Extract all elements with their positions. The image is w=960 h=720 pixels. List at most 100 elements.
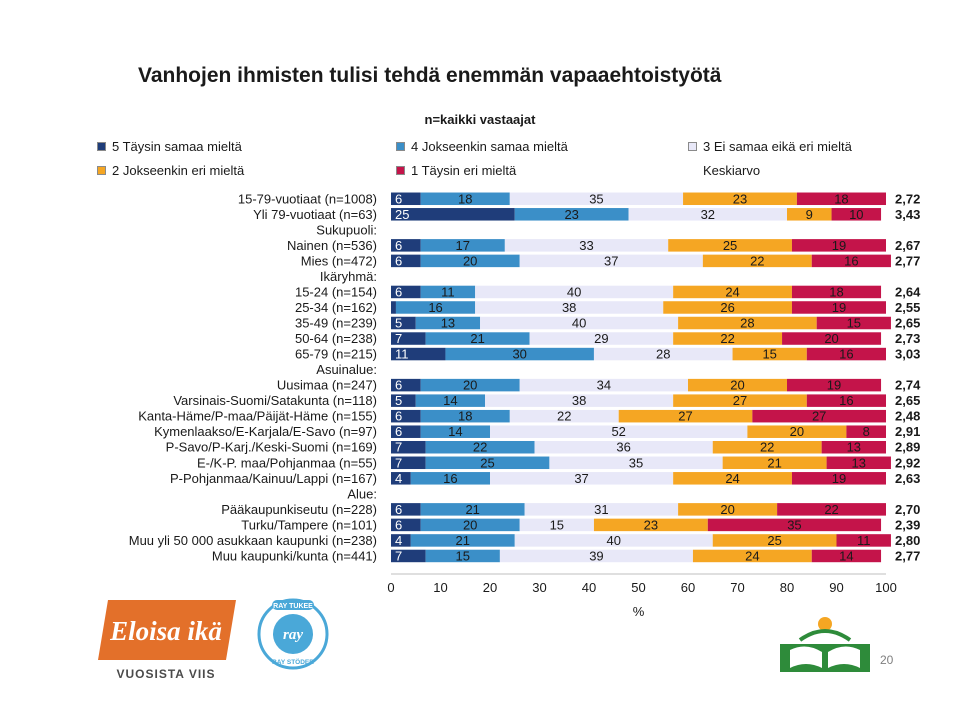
bar-segment-s1 <box>791 285 882 299</box>
bar-segment-s2 <box>787 208 832 221</box>
data-label: 22 <box>473 440 487 455</box>
bar-segment-s5 <box>391 534 411 547</box>
bar-segment-s1 <box>836 534 891 547</box>
bar-segment-s5 <box>391 208 515 221</box>
data-label: 16 <box>844 253 858 268</box>
bar-segment-s1 <box>811 549 882 563</box>
bar-segment-s4 <box>425 440 535 454</box>
bar-segment-s3 <box>519 378 688 392</box>
group-heading: Sukupuoli: <box>316 222 377 237</box>
bar-segment-s3 <box>480 316 679 330</box>
data-label: 21 <box>465 502 479 517</box>
ray-logo-bottom-text: RAY STÖDER <box>272 657 314 666</box>
ray-logo: RAY TUKEE ray RAY STÖDER <box>257 598 329 670</box>
mean-value: 2,65 <box>895 316 920 331</box>
row-label: P-Pohjanmaa/Kainuu/Lappi (n=167) <box>170 471 377 486</box>
bar-segment-s1 <box>777 503 886 516</box>
data-label: 5 <box>395 393 402 408</box>
data-label: 14 <box>448 424 462 439</box>
mean-value: 2,92 <box>895 455 920 470</box>
bar-segment-s2 <box>683 192 797 206</box>
data-label: 52 <box>611 424 625 439</box>
data-label: 37 <box>604 253 618 268</box>
logo-sun <box>818 617 832 631</box>
bar-segment-s4 <box>420 409 510 423</box>
row-label: Uusimaa (n=247) <box>277 378 377 393</box>
data-label: 18 <box>458 409 472 424</box>
data-label: 20 <box>790 424 804 439</box>
bar-segment-s3 <box>628 208 787 221</box>
bar-segment-s1 <box>782 332 882 345</box>
data-label: 24 <box>745 548 759 563</box>
bar-segment-s1 <box>791 472 886 485</box>
bar-segment-s2 <box>712 440 822 454</box>
data-label: 27 <box>678 409 692 424</box>
x-tick-label: 10 <box>433 580 447 595</box>
bar-segment-s3 <box>514 534 713 547</box>
mean-value: 3,43 <box>895 207 920 222</box>
bar-segment-s1 <box>811 254 891 268</box>
bar-segment-s2 <box>692 549 812 563</box>
mean-value: 2,55 <box>895 300 920 315</box>
mean-value: 2,70 <box>895 502 920 517</box>
green-house-logo <box>780 617 870 672</box>
data-label: 4 <box>395 471 402 486</box>
bar-segment-s5 <box>391 347 446 361</box>
data-label: 16 <box>839 347 853 362</box>
mean-value: 2,91 <box>895 424 920 439</box>
x-tick-label: 70 <box>730 580 744 595</box>
chart-subtitle: n=kaikki vastaajat <box>424 112 536 127</box>
slide-title: Vanhojen ihmisten tulisi tehdä enemmän v… <box>138 64 722 87</box>
bar-segment-s5 <box>391 518 421 532</box>
data-label: 40 <box>567 284 581 299</box>
bar-segment-s3 <box>593 347 733 361</box>
data-label: 26 <box>720 300 734 315</box>
data-label: 25 <box>767 533 781 548</box>
bar-segment-s5 <box>391 316 416 330</box>
data-label: 13 <box>847 440 861 455</box>
x-axis-label: % <box>633 604 645 619</box>
data-label: 35 <box>787 517 801 532</box>
logo-right-leaf <box>828 646 860 668</box>
bar-segment-s1 <box>806 394 886 407</box>
x-tick-label: 90 <box>829 580 843 595</box>
data-label: 16 <box>839 393 853 408</box>
row-label: Nainen (n=536) <box>287 238 377 253</box>
bar-segment-s2 <box>702 254 812 268</box>
bar-segment-s4 <box>420 239 505 252</box>
bar-segment-s1 <box>846 425 886 438</box>
bar-segment-s4 <box>420 425 490 438</box>
bar-segment-s4 <box>425 456 550 470</box>
row-label: 50-64 (n=238) <box>295 331 377 346</box>
data-label: 11 <box>857 533 871 548</box>
data-label: 22 <box>557 409 571 424</box>
data-label: 15 <box>456 548 470 563</box>
bar-segment-s5 <box>391 425 421 438</box>
bar-segment-s5 <box>391 285 421 299</box>
bar-segment-s5 <box>391 332 426 345</box>
data-label: 22 <box>750 253 764 268</box>
data-label: 19 <box>832 300 846 315</box>
bar-segment-s3 <box>499 549 693 563</box>
bar-segment-s2 <box>663 301 792 314</box>
data-label: 32 <box>701 207 715 222</box>
data-label: 9 <box>806 207 813 222</box>
bar-segment-s2 <box>673 394 807 407</box>
data-label: 11 <box>395 347 409 362</box>
data-label: 40 <box>572 316 586 331</box>
row-label: Kymenlaakso/E-Karjala/E-Savo (n=97) <box>154 424 377 439</box>
data-label: 6 <box>395 424 402 439</box>
ray-logo-top-text: RAY TUKEE <box>273 603 313 610</box>
mean-value: 2,74 <box>895 378 921 393</box>
bar-segment-s1 <box>707 518 882 532</box>
data-label: 18 <box>829 284 843 299</box>
bar-segment-s3 <box>475 301 664 314</box>
bar-segment-s5 <box>391 440 426 454</box>
data-label: 19 <box>832 238 846 253</box>
data-label: 25 <box>480 455 494 470</box>
mean-value: 2,89 <box>895 440 920 455</box>
row-label: 25-34 (n=162) <box>295 300 377 315</box>
group-heading: Ikäryhmä: <box>320 269 377 284</box>
data-label: 23 <box>644 517 658 532</box>
bar-segment-s1 <box>821 440 886 454</box>
